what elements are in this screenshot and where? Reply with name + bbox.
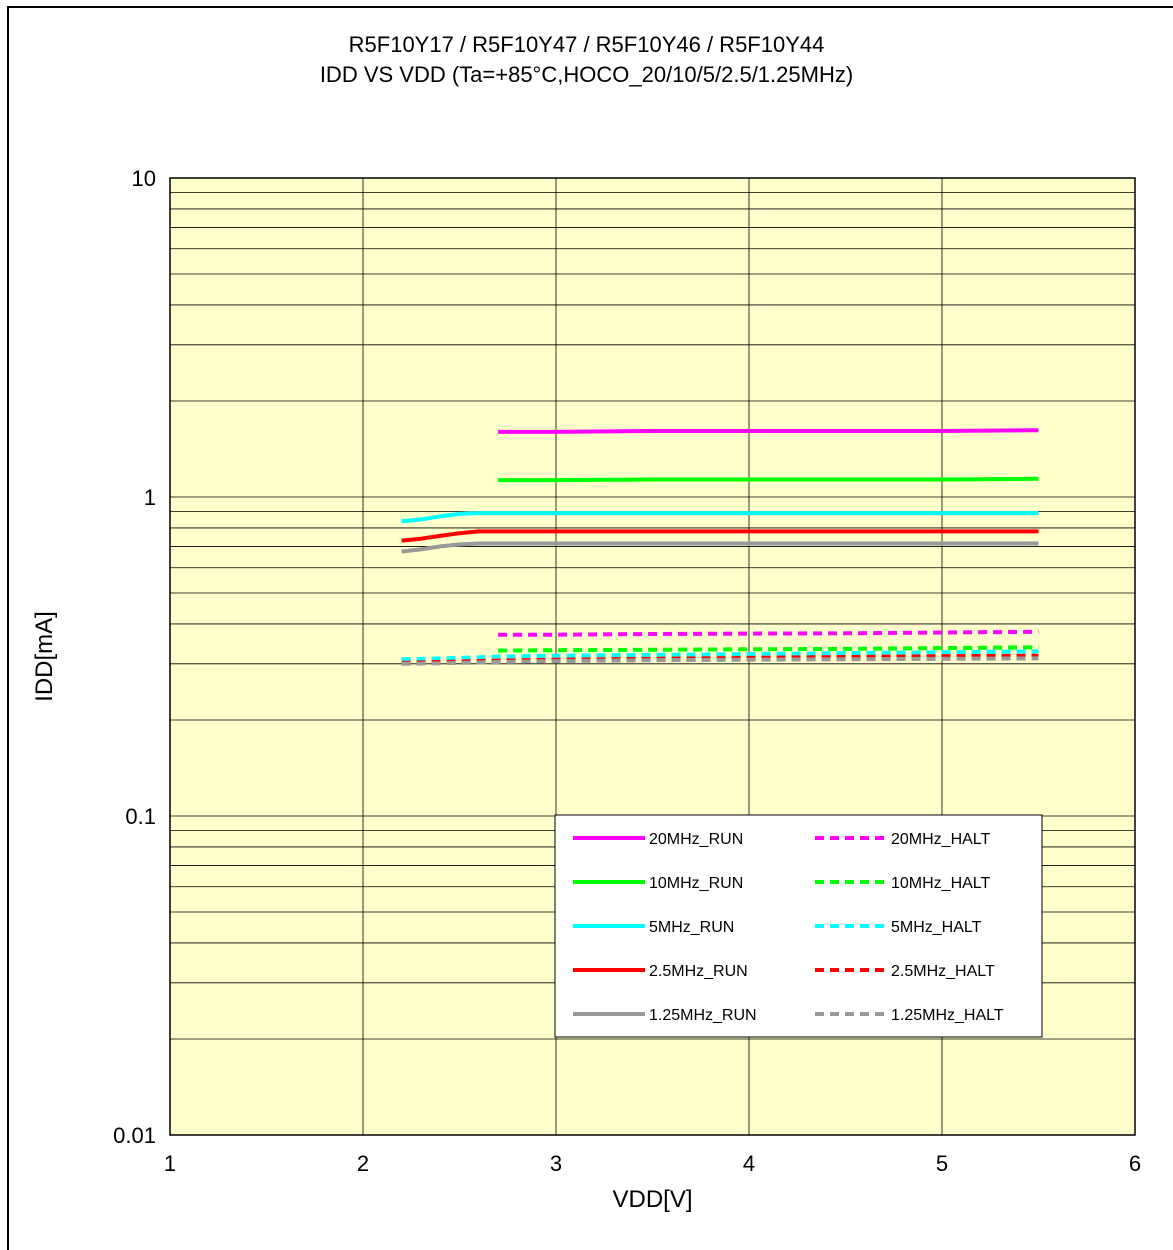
series-line-2-5mhz-run (401, 529, 1039, 543)
y-tick-label: 10 (132, 166, 156, 191)
legend-label-20mhz-run: 20MHz_RUN (649, 831, 743, 848)
x-tick-label: 2 (357, 1151, 369, 1176)
legend-label-2-5mhz-run: 2.5MHz_RUN (649, 963, 748, 980)
x-tick-label: 1 (164, 1151, 176, 1176)
series-line-10mhz-run (498, 476, 1039, 483)
legend: 20MHz_RUN 10MHz_RUN 5MHz_RUN 2.5MHz_RUN 1.25… (554, 814, 1043, 1038)
plot-border (169, 177, 1136, 1136)
x-tick-label: 4 (743, 1151, 755, 1176)
series-line-1-25mhz-run (401, 541, 1039, 554)
legend-label-10mhz-run: 10MHz_RUN (649, 875, 743, 892)
y-axis-label: IDD[mA] (31, 611, 58, 702)
axis-ticks: 1 2 3 4 5 6 0.01 0.1 1 10 (113, 166, 1141, 1176)
y-tick-label: 0.01 (113, 1123, 156, 1148)
chart-subtitle: IDD VS VDD (Ta=+85°C,HOCO_20/10/5/2.5/1.… (319, 62, 854, 87)
series-line-5mhz-run (401, 511, 1039, 524)
legend-label-1-25mhz-halt: 1.25MHz_HALT (891, 1007, 1004, 1024)
x-tick-label: 5 (936, 1151, 948, 1176)
x-axis-label: VDD[V] (612, 1186, 692, 1213)
series-line-20mhz-run (498, 428, 1039, 434)
x-tick-label: 6 (1129, 1151, 1141, 1176)
legend-label-2-5mhz-halt: 2.5MHz_HALT (891, 963, 995, 980)
legend-label-20mhz-halt: 20MHz_HALT (891, 831, 991, 848)
legend-label-1-25mhz-run: 1.25MHz_RUN (649, 1007, 757, 1024)
y-tick-label: 1 (144, 485, 156, 510)
series-lines (401, 428, 1039, 666)
series-line-10mhz-halt (498, 645, 1039, 653)
x-tick-label: 3 (550, 1151, 562, 1176)
legend-label-5mhz-run: 5MHz_RUN (649, 919, 734, 936)
series-line-20mhz-halt (498, 629, 1039, 637)
y-tick-label: 0.1 (125, 804, 156, 829)
legend-label-5mhz-halt: 5MHz_HALT (891, 919, 982, 936)
chart-title: R5F10Y17 / R5F10Y47 / R5F10Y46 / R5F10Y4… (348, 32, 825, 57)
chart-frame (7, 6, 1173, 1250)
legend-label-10mhz-halt: 10MHz_HALT (891, 875, 991, 892)
